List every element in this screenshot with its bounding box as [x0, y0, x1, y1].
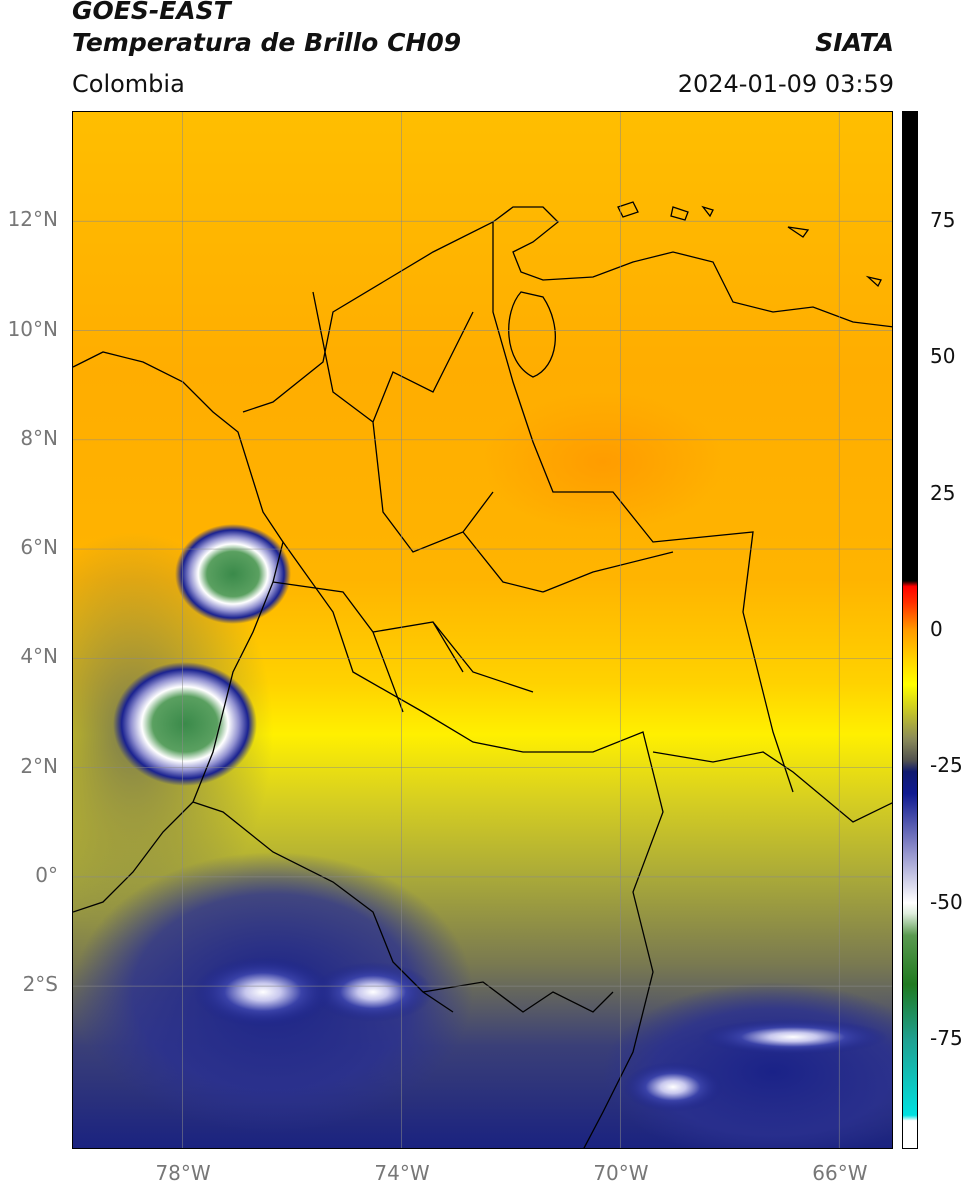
pacific-coast — [73, 351, 284, 913]
cold-cloud-top — [313, 962, 433, 1022]
colorbar-fill — [903, 112, 917, 1148]
colorbar-tick-label: 0 — [930, 617, 943, 641]
colorbar-canvas — [903, 112, 917, 1148]
latitude-tick-label: 12°N — [7, 207, 58, 232]
brazil-border — [652, 751, 892, 823]
longitude-tick-label: 70°W — [593, 1161, 649, 1185]
longitude-tick-label: 78°W — [155, 1161, 211, 1185]
colorbar-tick-label: -25 — [930, 753, 963, 778]
graticule — [73, 112, 892, 1148]
convective-storm-north — [175, 524, 291, 624]
organization-label: SIATA — [815, 28, 894, 57]
colorbar-tick-label: 75 — [930, 208, 956, 233]
longitude-tick-label: 74°W — [374, 1161, 430, 1185]
colorbar — [902, 111, 918, 1149]
peru-border — [422, 981, 614, 1013]
cold-cloud-top — [698, 1019, 888, 1055]
colorbar-tick-label: 50 — [930, 344, 956, 369]
warm-area — [483, 392, 723, 532]
map-canvas — [73, 112, 892, 1148]
boundaries — [73, 201, 892, 1148]
department-lines — [272, 291, 674, 713]
longitude-tick-label: 66°W — [812, 1161, 868, 1185]
caribbean-coast — [242, 206, 892, 413]
colorbar-tick-label: 25 — [930, 480, 956, 505]
latitude-tick-label: 0° — [35, 862, 58, 887]
cold-cloud-top — [193, 957, 333, 1027]
convective-storm-south — [113, 662, 257, 786]
colorbar-tick-label: -50 — [930, 889, 963, 914]
islands — [617, 201, 882, 288]
latitude-tick-label: 8°N — [20, 425, 58, 450]
product-title: Temperatura de Brillo CH09 — [72, 28, 462, 57]
datetime-label: 2024-01-09 03:59 — [677, 70, 894, 98]
latitude-tick-label: 2°S — [22, 972, 58, 997]
lake-maracaibo — [508, 291, 556, 378]
satellite-map — [72, 111, 893, 1149]
region-label: Colombia — [72, 70, 185, 98]
latitude-tick-label: 10°N — [7, 316, 58, 341]
latitude-tick-label: 6°N — [20, 535, 58, 560]
satellite-title: GOES-EAST — [72, 0, 231, 25]
latitude-tick-label: 2°N — [20, 753, 58, 778]
ecuador-border — [192, 801, 454, 1013]
cold-cloud-top — [623, 1062, 723, 1112]
colorbar-tick-label: -75 — [930, 1025, 963, 1050]
colombia-venezuela-border — [492, 222, 794, 793]
latitude-tick-label: 4°N — [20, 644, 58, 669]
colombia-south-border — [282, 541, 664, 1148]
